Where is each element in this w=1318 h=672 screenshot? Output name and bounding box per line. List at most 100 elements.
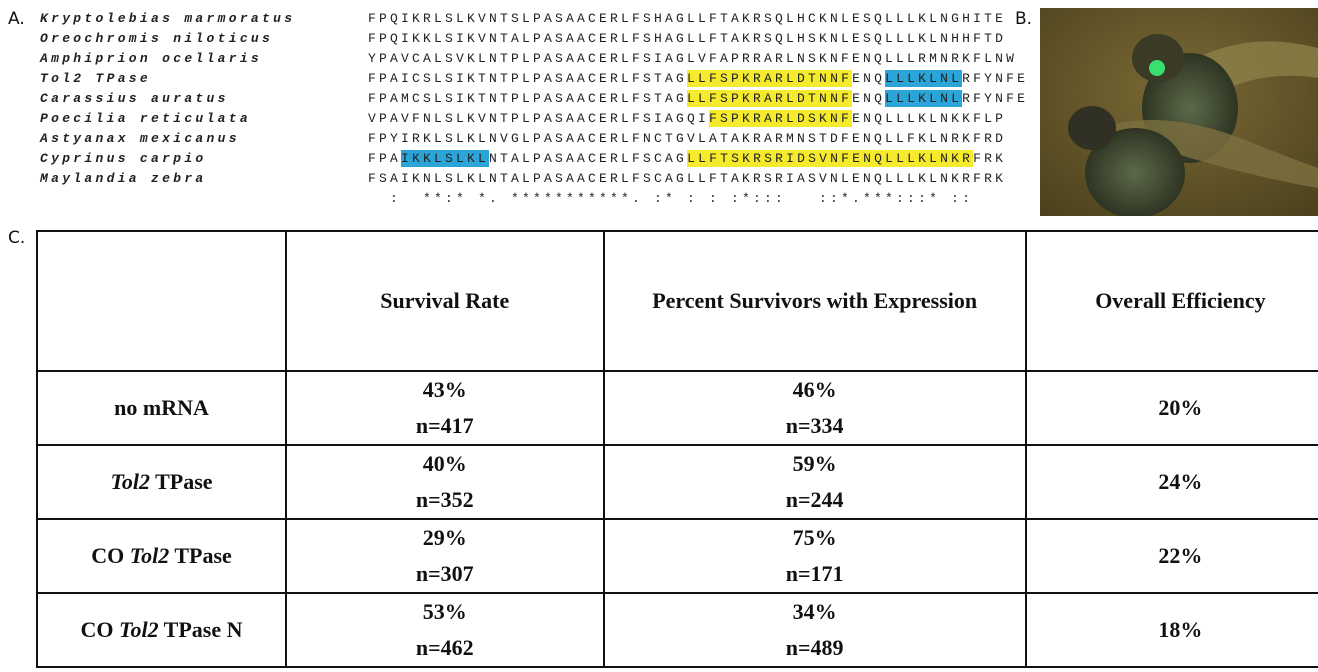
sequence: FPAIKKLSLKLNTALPASAACERLFSCAGLLFTSKRSRID… xyxy=(368,149,1006,169)
cell-line: n=462 xyxy=(287,630,602,666)
species-name: Tol2 TPase xyxy=(40,69,151,89)
sequence-segment: FPA xyxy=(368,150,401,167)
sequence-segment: VPAVFNLSLKVNTPLPASAACERLFSIAGQI xyxy=(368,110,709,127)
row-label-part: TPase N xyxy=(159,617,243,642)
sequence: FSAIKNLSLKLNTALPASAACERLFSCAGLLFTAKRSRIA… xyxy=(368,169,1006,189)
data-cell: 18% xyxy=(1026,593,1318,667)
sequence-segment: LLLKLNL xyxy=(885,70,962,87)
cell-line: 40% xyxy=(287,446,602,482)
row-label-part: no mRNA xyxy=(114,395,209,420)
cell-line: n=307 xyxy=(287,556,602,592)
header-cell: Overall Efficiency xyxy=(1026,231,1318,371)
sequence-segment: ENQ xyxy=(852,70,885,87)
sequence-segment: LLLKLNL xyxy=(885,90,962,107)
header-cell xyxy=(37,231,286,371)
sequence-segment: FPYIRKLSLKLNVGLPASAACERLFNCTGVLATAKRARMN… xyxy=(368,130,1006,147)
sequence-segment: LLFSPKRARLDTNNF xyxy=(687,90,852,107)
cell-line: 29% xyxy=(287,520,602,556)
cell-line: 59% xyxy=(605,446,1025,482)
row-label-part: CO xyxy=(91,543,130,568)
sequence-segment: FSAIKNLSLKLNTALPASAACERLFSCAGLLFTAKRSRIA… xyxy=(368,170,1006,187)
data-cell: 53%n=462 xyxy=(286,593,603,667)
sequence-segment: FPAICSLSIKTNTPLPASAACERLFSTAG xyxy=(368,70,687,87)
sequence-segment: YPAVCALSVKLNTPLPASAACERLFSIAGLVFAPRRARLN… xyxy=(368,50,1017,67)
sequence: FPYIRKLSLKLNVGLPASAACERLFNCTGVLATAKRARMN… xyxy=(368,129,1006,149)
cell-line: 43% xyxy=(287,372,602,408)
species-name: Kryptolebias marmoratus xyxy=(40,9,295,29)
header-cell: Survival Rate xyxy=(286,231,603,371)
sequence-segment: FPQIKRLSLKVNTSLPASAACERLFSHAGLLFTAKRSQLH… xyxy=(368,10,1006,27)
row-label-part: CO xyxy=(81,617,120,642)
sequence-segment: RFYNFE xyxy=(962,90,1028,107)
sequence: VPAVFNLSLKVNTPLPASAACERLFSIAGQIFSPKRARLD… xyxy=(368,109,1006,129)
sequence-segment: FRK xyxy=(973,150,1006,167)
sequence-segment: FPQIKKLSIKVNTALPASAACERLFSHAGLLFTAKRSQLH… xyxy=(368,30,1006,47)
row-label: no mRNA xyxy=(37,371,286,445)
cell-line: n=171 xyxy=(605,556,1025,592)
figure: A. B. C. Kryptolebias marmoratus FPQIKRLS… xyxy=(0,0,1318,672)
sequence-segment: RFYNFE xyxy=(962,70,1028,87)
panel-label: A. xyxy=(8,9,25,29)
species-name: Carassius auratus xyxy=(40,89,229,109)
cell-line: 75% xyxy=(605,520,1025,556)
data-cell: 22% xyxy=(1026,519,1318,593)
cell-line: 24% xyxy=(1027,464,1318,500)
data-cell: 46%n=334 xyxy=(604,371,1026,445)
row-label-part: Tol2 xyxy=(119,617,159,642)
cell-line: n=417 xyxy=(287,408,602,444)
cell-line: n=352 xyxy=(287,482,602,518)
cell-line: 20% xyxy=(1027,390,1318,426)
sequence: YPAVCALSVKLNTPLPASAACERLFSIAGLVFAPRRARLN… xyxy=(368,49,1017,69)
species-name: Astyanax mexicanus xyxy=(40,129,240,149)
cell-line: 53% xyxy=(287,594,602,630)
row-label-part: Tol2 xyxy=(110,469,150,494)
data-cell: 75%n=171 xyxy=(604,519,1026,593)
sequence-segment: ENQ xyxy=(852,90,885,107)
data-cell: 34%n=489 xyxy=(604,593,1026,667)
cell-line: 18% xyxy=(1027,612,1318,648)
row-label-part: TPase xyxy=(169,543,232,568)
cell-line: n=489 xyxy=(605,630,1025,666)
sequence-segment: FSPKRARLDSKNF xyxy=(709,110,852,127)
cell-line: 34% xyxy=(605,594,1025,630)
cell-line: 22% xyxy=(1027,538,1318,574)
panel-label: B. xyxy=(1015,9,1032,29)
data-cell: 40%n=352 xyxy=(286,445,603,519)
header-cell: Percent Survivors with Expression xyxy=(604,231,1026,371)
sequence-segment: LLFSPKRARLDTNNF xyxy=(687,70,852,87)
species-name: Oreochromis niloticus xyxy=(40,29,273,49)
data-cell: 24% xyxy=(1026,445,1318,519)
species-name: Maylandia zebra xyxy=(40,169,207,189)
embryo-photo xyxy=(1040,8,1318,216)
species-name: Poecilia reticulata xyxy=(40,109,251,129)
sequence-segment: IKKLSLKL xyxy=(401,150,489,167)
data-cell: 29%n=307 xyxy=(286,519,603,593)
cell-line: n=334 xyxy=(605,408,1025,444)
sequence: FPAMCSLSIKTNTPLPASAACERLFSTAGLLFSPKRARLD… xyxy=(368,89,1028,109)
cell-line: 46% xyxy=(605,372,1025,408)
data-cell: 43%n=417 xyxy=(286,371,603,445)
panel-label: C. xyxy=(8,228,25,248)
row-label-part: Tol2 xyxy=(130,543,170,568)
consensus: : **:* *. ***********. :* : : :*::: ::*.… xyxy=(368,189,973,209)
row-label-part: TPase xyxy=(150,469,213,494)
row-label: CO Tol2 TPase N xyxy=(37,593,286,667)
row-label: Tol2 TPase xyxy=(37,445,286,519)
sequence: FPQIKKLSIKVNTALPASAACERLFSHAGLLFTAKRSQLH… xyxy=(368,29,1006,49)
species-name: Cyprinus carpio xyxy=(40,149,207,169)
sequence: FPAICSLSIKTNTPLPASAACERLFSTAGLLFSPKRARLD… xyxy=(368,69,1028,89)
sequence-segment: FPAMCSLSIKTNTPLPASAACERLFSTAG xyxy=(368,90,687,107)
cell-line: n=244 xyxy=(605,482,1025,518)
species-name: Amphiprion ocellaris xyxy=(40,49,262,69)
sequence-segment: LLFTSKRSRIDSVNFENQLLLKLNKR xyxy=(687,150,973,167)
row-label: CO Tol2 TPase xyxy=(37,519,286,593)
sequence-segment: NTALPASAACERLFSCAG xyxy=(489,150,687,167)
data-cell: 20% xyxy=(1026,371,1318,445)
sequence: FPQIKRLSLKVNTSLPASAACERLFSHAGLLFTAKRSQLH… xyxy=(368,9,1006,29)
